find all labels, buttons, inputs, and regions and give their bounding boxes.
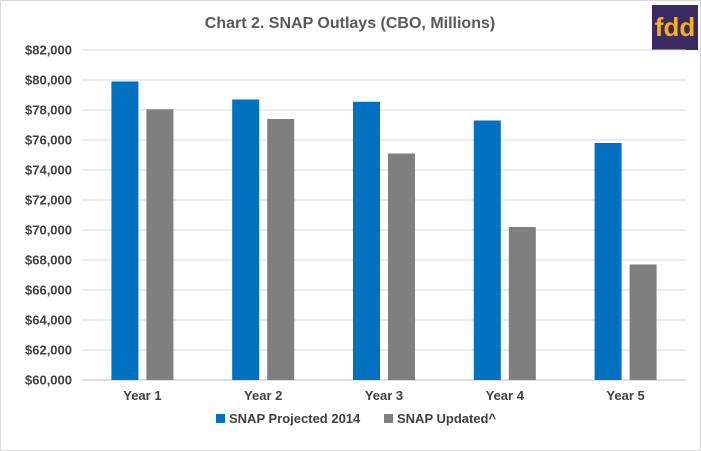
y-tick-label: $82,000 [25, 43, 72, 58]
y-tick-label: $66,000 [25, 283, 72, 298]
x-tick-label: Year 5 [606, 388, 644, 403]
y-tick-label: $72,000 [25, 193, 72, 208]
gridlines [82, 49, 686, 381]
bar-projected-3 [353, 101, 380, 380]
y-tick-label: $80,000 [25, 73, 72, 88]
legend-swatch [216, 414, 225, 423]
bar-updated-5 [629, 264, 657, 380]
bar-updated-2 [267, 119, 295, 380]
logo-text: fdd [655, 12, 695, 42]
legend-label: SNAP Updated^ [397, 411, 496, 426]
chart-title: Chart 2. SNAP Outlays (CBO, Millions) [205, 15, 495, 32]
legend-swatch [384, 414, 393, 423]
bar-projected-2 [232, 99, 260, 380]
bar-projected-5 [594, 143, 622, 380]
y-tick-label: $70,000 [25, 223, 72, 238]
logo-background [652, 5, 698, 50]
x-tick-label: Year 2 [244, 388, 282, 403]
y-tick-label: $64,000 [25, 313, 72, 328]
y-axis-tick-labels: $60,000 $62,000 $64,000 $66,000 $68,000 $70,0… [25, 43, 72, 388]
bar-updated-1 [146, 109, 174, 380]
y-tick-label: $78,000 [25, 103, 72, 118]
logo: fdd [652, 5, 698, 50]
y-tick-label: $68,000 [25, 253, 72, 268]
bar-updated-4 [508, 227, 536, 380]
bar-projected-4 [473, 120, 501, 380]
bar-projected-1 [111, 81, 139, 380]
x-tick-label: Year 4 [486, 388, 525, 403]
y-tick-label: $62,000 [25, 343, 72, 358]
legend: SNAP Projected 2014 SNAP Updated^ [216, 411, 496, 426]
x-tick-label: Year 3 [365, 388, 403, 403]
y-tick-label: $76,000 [25, 133, 72, 148]
x-tick-label: Year 1 [123, 388, 161, 403]
y-tick-label: $74,000 [25, 163, 72, 178]
x-axis-tick-labels: Year 1 Year 2 Year 3 Year 4 Year 5 [123, 388, 645, 403]
y-tick-label: $60,000 [25, 373, 72, 388]
bars [111, 81, 657, 380]
bar-updated-3 [388, 153, 415, 380]
legend-label: SNAP Projected 2014 [229, 411, 361, 426]
